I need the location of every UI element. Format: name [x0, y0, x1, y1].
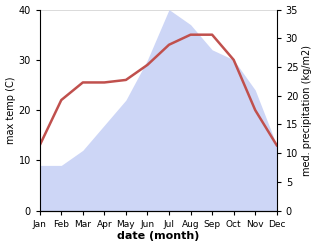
Y-axis label: max temp (C): max temp (C)	[5, 76, 16, 144]
X-axis label: date (month): date (month)	[117, 231, 199, 242]
Y-axis label: med. precipitation (kg/m2): med. precipitation (kg/m2)	[302, 45, 313, 176]
